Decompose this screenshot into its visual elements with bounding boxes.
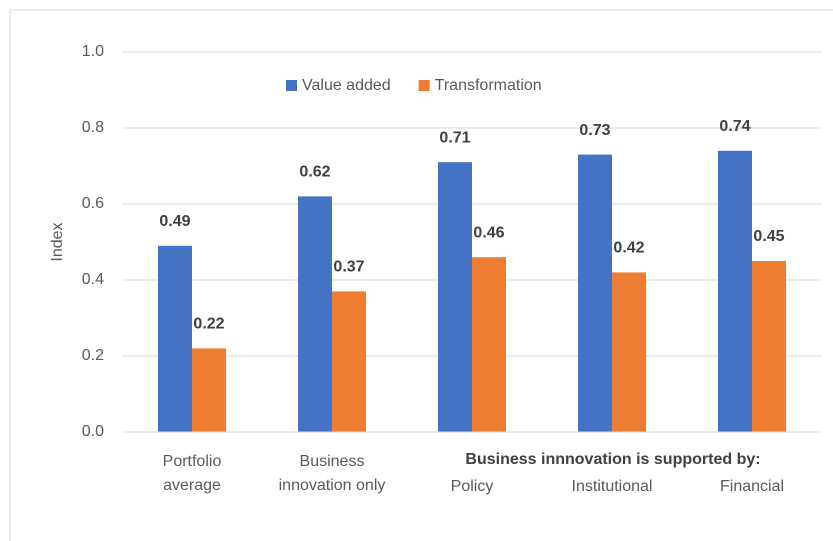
data-label: 0.45 — [753, 228, 784, 245]
bar — [298, 196, 332, 432]
legend-label: Value added — [302, 77, 391, 94]
bar — [578, 154, 612, 432]
bar — [752, 261, 786, 432]
data-label: 0.62 — [299, 164, 330, 181]
bar — [718, 150, 752, 433]
data-label: 0.71 — [439, 129, 470, 146]
bar — [438, 162, 472, 432]
data-label: 0.74 — [719, 118, 750, 135]
annotation: Business innnovation is supported by: — [465, 451, 760, 468]
bar — [192, 348, 226, 432]
chart-border — [9, 9, 833, 541]
x-tick-label: Policy — [450, 478, 494, 495]
legend-label: Transformation — [435, 77, 542, 94]
data-label: 0.42 — [613, 240, 644, 257]
y-tick-label: 1.0 — [82, 43, 104, 60]
bar — [472, 257, 506, 432]
y-tick-label: 0.6 — [82, 195, 104, 212]
x-tick-label: Business innovation only — [278, 453, 386, 494]
bar — [158, 245, 192, 432]
y-tick-label: 0.4 — [82, 271, 104, 288]
data-label: 0.46 — [473, 224, 504, 241]
bar — [612, 272, 646, 432]
data-label: 0.49 — [159, 213, 190, 230]
x-tick-label: Financial — [719, 478, 785, 495]
y-tick-label: 0.2 — [82, 347, 104, 364]
data-label: 0.22 — [193, 316, 224, 333]
data-label: 0.73 — [579, 122, 610, 139]
x-tick-label: Institutional — [571, 478, 653, 495]
y-axis-label: Index — [49, 222, 66, 261]
legend-swatch — [286, 80, 297, 91]
y-tick-label: 0.0 — [82, 423, 104, 440]
bar — [332, 291, 366, 432]
x-tick-label: Portfolio average — [162, 453, 222, 494]
legend-swatch — [418, 80, 430, 91]
y-tick-label: 0.8 — [82, 119, 104, 136]
data-label: 0.37 — [333, 259, 364, 276]
